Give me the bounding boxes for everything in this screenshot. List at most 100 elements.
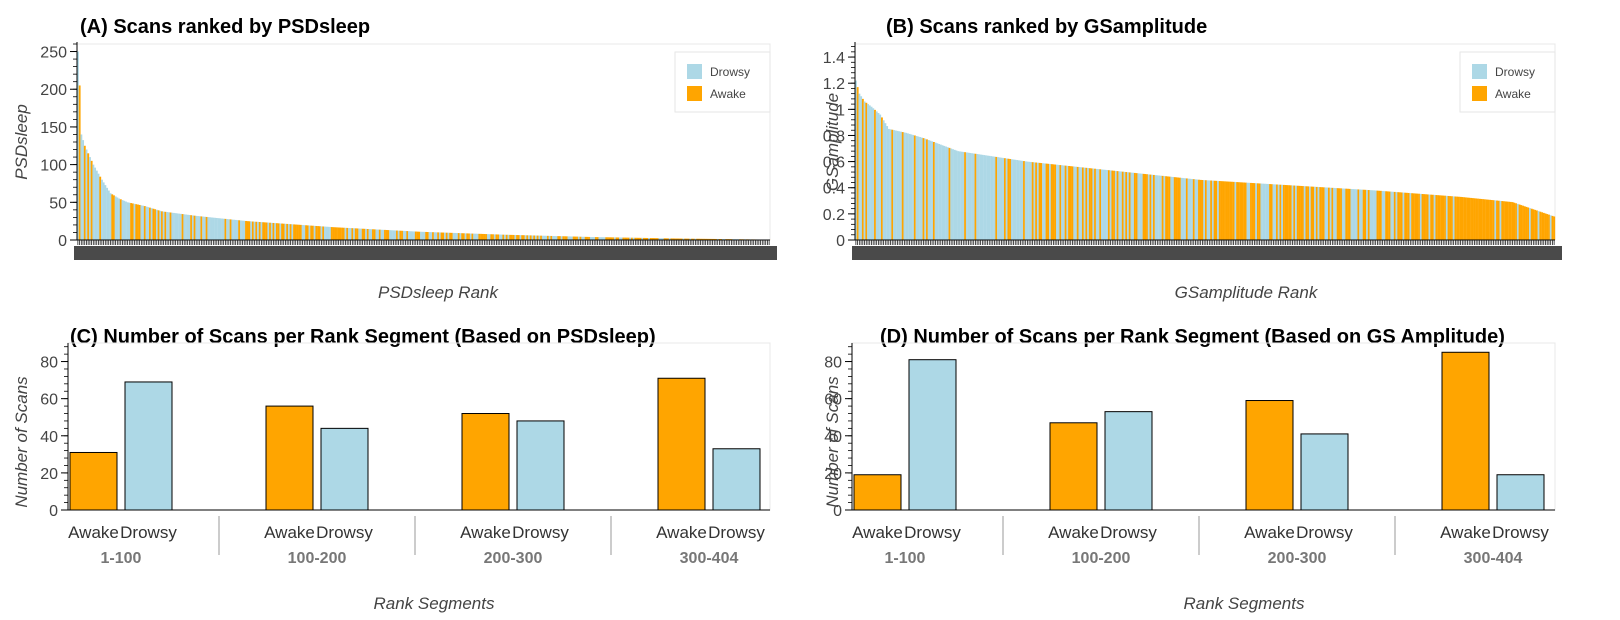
bar-awake	[426, 232, 429, 240]
bar-awake	[701, 238, 704, 240]
bar-drowsy	[327, 226, 330, 240]
bar-drowsy	[908, 133, 911, 240]
bar-awake	[238, 220, 241, 240]
bar-awake	[83, 145, 86, 240]
bar-drowsy	[981, 154, 984, 240]
bar-drowsy	[1374, 190, 1377, 240]
bar-drowsy	[303, 225, 306, 240]
bar-awake	[1289, 185, 1292, 240]
bar-awake	[1459, 196, 1462, 240]
bar-drowsy-1-100	[124, 381, 173, 511]
bar-awake	[481, 233, 484, 240]
bar-drowsy	[553, 236, 556, 240]
bar-awake	[1480, 198, 1483, 240]
bar-drowsy	[145, 206, 148, 240]
bar-awake	[387, 230, 390, 240]
bar-drowsy	[589, 236, 592, 240]
bar-awake	[1239, 182, 1242, 240]
bar-drowsy	[121, 200, 124, 240]
bar-drowsy	[868, 105, 871, 240]
bar-drowsy	[1024, 161, 1027, 240]
bar-awake	[269, 222, 271, 240]
bar-awake	[510, 234, 513, 240]
bar-drowsy	[1123, 171, 1126, 240]
bar-drowsy	[226, 219, 229, 240]
bar-drowsy	[946, 147, 949, 240]
bar-awake	[1438, 195, 1441, 240]
bar-drowsy	[1000, 157, 1003, 240]
bar-awake	[1236, 182, 1239, 240]
bar-drowsy	[1066, 165, 1069, 240]
bar-awake	[277, 223, 280, 240]
bar-drowsy	[882, 120, 885, 240]
bar-awake	[584, 236, 587, 240]
bar-drowsy	[1140, 173, 1143, 240]
bar-awake	[1338, 188, 1341, 240]
bar-drowsy	[971, 153, 973, 240]
bar-awake	[685, 238, 688, 240]
bar-drowsy	[924, 138, 927, 240]
bar-drowsy	[886, 126, 889, 240]
bar-drowsy	[1549, 215, 1552, 240]
bar-drowsy	[1262, 183, 1265, 240]
bar-awake	[1161, 175, 1164, 240]
bar-drowsy	[1383, 191, 1386, 240]
bar-awake	[378, 229, 381, 240]
bar-drowsy	[279, 223, 282, 240]
bar-awake	[1470, 197, 1472, 240]
bar-drowsy	[613, 237, 616, 240]
bar-drowsy	[236, 220, 239, 240]
y-tick-label: 0	[833, 503, 842, 520]
bar-drowsy	[1359, 189, 1362, 240]
bar-awake	[1179, 177, 1181, 240]
bar-awake	[634, 237, 637, 240]
bar-drowsy	[147, 207, 150, 240]
bar-awake	[655, 238, 657, 240]
bar-drowsy	[1180, 177, 1183, 240]
bar-awake	[1385, 191, 1388, 240]
bar-awake	[1322, 187, 1325, 240]
bar-awake	[1539, 211, 1542, 240]
legend-swatch-drowsy	[1472, 64, 1487, 79]
bar-drowsy	[1281, 184, 1284, 240]
bar-drowsy	[1016, 160, 1019, 240]
bar-awake	[502, 234, 505, 240]
bar-drowsy	[394, 230, 397, 240]
bar-awake	[627, 237, 630, 240]
bar-drowsy	[560, 236, 563, 240]
bar-awake	[639, 237, 642, 240]
bar-awake-300-404	[1441, 351, 1490, 511]
bar-drowsy	[101, 179, 103, 240]
bar-awake	[608, 237, 611, 240]
bar-awake	[1256, 183, 1259, 240]
bar-drowsy	[952, 149, 954, 240]
bar-awake	[131, 203, 134, 240]
bar-drowsy	[917, 136, 920, 240]
bar-awake	[1293, 185, 1296, 240]
bar-awake	[706, 238, 709, 240]
bar-awake	[656, 238, 659, 240]
bar-awake	[1031, 162, 1034, 240]
bar-drowsy	[212, 217, 215, 240]
bar-drowsy	[1369, 190, 1372, 240]
bar-awake	[605, 237, 608, 240]
bar-awake	[495, 234, 498, 240]
bar-drowsy	[233, 219, 235, 240]
bar-drowsy	[1114, 170, 1117, 240]
x-ticks	[855, 240, 1555, 245]
bar-drowsy	[186, 214, 189, 240]
bar-drowsy	[1097, 169, 1100, 240]
bar-awake	[1400, 192, 1403, 240]
bar-awake	[1477, 198, 1479, 240]
bar-awake	[1251, 183, 1254, 240]
bar-drowsy-200-300	[516, 420, 565, 511]
bar-awake	[1128, 172, 1131, 240]
bar-drowsy	[301, 225, 304, 240]
bar-awake	[1447, 195, 1450, 240]
bar-drowsy	[1452, 196, 1455, 240]
bar-awake	[1153, 174, 1155, 240]
bar-awake	[675, 238, 678, 240]
bar-drowsy	[1083, 167, 1086, 240]
bar-awake	[1227, 181, 1230, 240]
bar-drowsy	[257, 221, 259, 240]
